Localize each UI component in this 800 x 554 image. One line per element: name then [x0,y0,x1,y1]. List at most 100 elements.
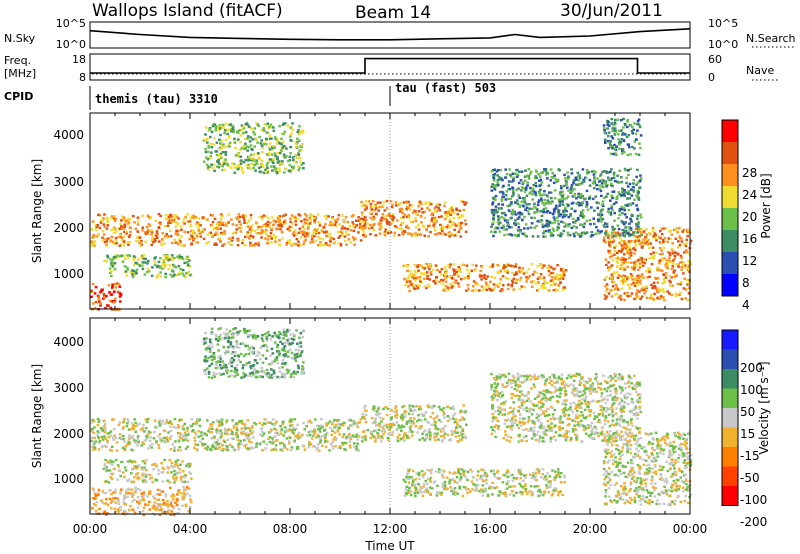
heatmap-cell [433,207,437,210]
heatmap-cell [494,227,497,230]
heatmap-cell [520,170,524,173]
heatmap-cell [611,228,615,231]
heatmap-cell [174,232,177,235]
heatmap-cell [588,219,592,222]
heatmap-cell [301,131,305,134]
heatmap-cell [433,226,436,229]
heatmap-cell [642,288,646,291]
heatmap-cell [560,198,563,201]
heatmap-cell [90,427,94,431]
heatmap-cell [624,191,627,194]
heatmap-cell [167,267,170,271]
heatmap-cell [112,231,116,235]
heatmap-cell [652,236,655,239]
heatmap-cell [462,200,465,204]
heatmap-cell [136,437,140,440]
heatmap-cell [546,177,549,180]
heatmap-cell [230,239,234,242]
heatmap-cell [621,189,624,192]
heatmap-cell [275,170,279,174]
heatmap-cell [485,284,488,287]
heatmap-cell [98,214,102,217]
heatmap-cell [185,464,188,467]
heatmap-cell [357,231,360,234]
heatmap-cell [663,236,667,240]
heatmap-cell [163,422,167,425]
heatmap-cell [221,244,224,247]
heatmap-cell [219,143,223,147]
heatmap-cell [278,124,281,128]
heatmap-cell [220,139,224,142]
heatmap-cell [107,481,111,484]
heatmap-cell [430,218,434,222]
heatmap-cell [272,145,275,148]
heatmap-cell [270,241,273,244]
heatmap-cell [628,253,631,256]
heatmap-cell [405,208,408,211]
heatmap-cell [105,480,108,483]
heatmap-cell [220,434,224,437]
heatmap-cell [499,289,502,293]
heatmap-cell [542,235,545,238]
heatmap-cell [518,266,521,269]
heatmap-cell [609,143,612,146]
heatmap-cell [299,354,302,357]
heatmap-cell [136,240,140,243]
heatmap-cell [406,215,409,218]
heatmap-cell [334,438,338,442]
heatmap-cell [383,232,386,235]
heatmap-cell [218,237,221,240]
heatmap-cell [153,419,157,422]
heatmap-cell [360,204,364,208]
heatmap-cell [637,197,640,200]
heatmap-cell [165,420,169,423]
heatmap-cell [286,124,289,127]
heatmap-cell [596,229,600,232]
heatmap-cell [109,507,113,510]
heatmap-cell [601,218,605,221]
heatmap-cell [247,125,251,128]
heatmap-cell [309,213,312,216]
heatmap-cell [277,224,280,227]
heatmap-cell [444,213,448,217]
heatmap-cell [126,495,129,499]
heatmap-cell [428,285,431,288]
heatmap-cell [205,359,209,363]
heatmap-cell [331,444,334,448]
heatmap-cell [202,337,206,341]
heatmap-cell [285,428,289,432]
heatmap-cell [507,264,510,267]
heatmap-cell [604,182,607,185]
heatmap-cell [325,214,328,217]
heatmap-cell [599,173,603,176]
heatmap-cell [497,223,501,226]
heatmap-cell [332,237,335,241]
heatmap-cell [613,227,616,231]
heatmap-cell [108,291,111,294]
heatmap-cell [289,375,293,379]
heatmap-cell [169,420,172,423]
heatmap-cell [562,270,565,273]
heatmap-cell [629,261,633,264]
heatmap-cell [636,168,639,172]
heatmap-cell [290,342,293,346]
heatmap-cell [671,252,675,255]
heatmap-cell [544,170,548,173]
heatmap-cell [315,436,318,439]
heatmap-cell [511,212,515,215]
heatmap-cell [680,240,684,243]
heatmap-cell [580,182,583,185]
heatmap-cell [225,371,229,375]
heatmap-cell [640,258,643,261]
heatmap-cell [530,216,533,219]
heatmap-cell [101,288,104,291]
heatmap-cell [90,421,94,424]
heatmap-cell [441,279,445,282]
heatmap-cell [234,424,237,427]
heatmap-cell [207,345,210,348]
heatmap-cell [428,203,431,207]
heatmap-cell [278,142,282,145]
heatmap-cell [220,156,223,159]
heatmap-cell [296,433,299,437]
heatmap-cell [643,259,646,262]
